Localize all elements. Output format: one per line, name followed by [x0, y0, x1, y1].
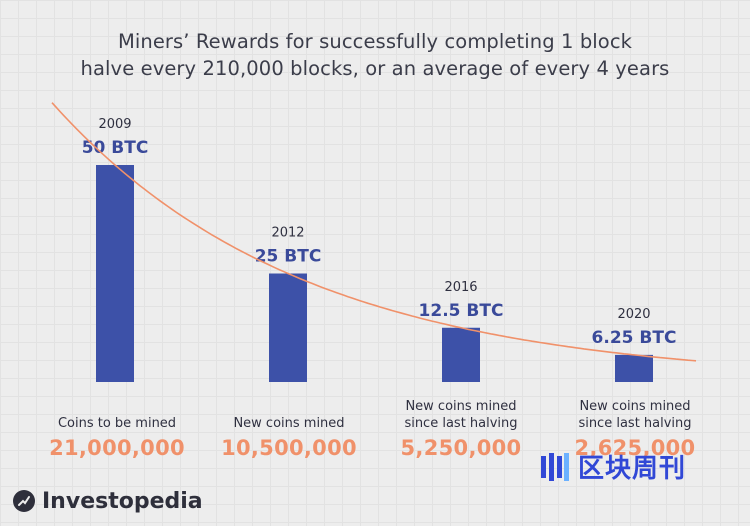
caption-label: New coins mined since last halving: [578, 399, 692, 431]
value-label-2012: 25 BTC: [255, 247, 322, 267]
caption-label: Coins to be mined: [57, 416, 177, 431]
year-label-2016: 2016: [444, 280, 477, 295]
chart-title-line2: halve every 210,000 blocks, or an averag…: [80, 57, 670, 80]
trend-line: [51, 102, 697, 362]
bar-2012: [269, 273, 307, 382]
watermark-icon: [541, 452, 569, 481]
caption-amount: 10,500,000: [221, 436, 357, 460]
year-label-2020: 2020: [617, 307, 650, 322]
investopedia-logo-icon: [13, 490, 35, 512]
caption-label: New coins mined since last halving: [404, 399, 518, 431]
caption-2016: New coins mined since last halving 5,250…: [386, 398, 536, 460]
investopedia-logo: Investopedia: [12, 486, 203, 516]
watermark: 区块周刊: [538, 448, 686, 485]
caption-2020: New coins mined since last halving 2,625…: [560, 398, 710, 460]
bar-2009: [96, 165, 134, 382]
value-label-2016: 12.5 BTC: [419, 301, 504, 321]
year-label-2009: 2009: [98, 117, 131, 132]
logo-text: Investopedia: [42, 488, 203, 514]
bar-2016: [442, 327, 480, 382]
year-label-2012: 2012: [271, 226, 304, 241]
bar-2020: [615, 354, 653, 382]
watermark-text: 区块周刊: [578, 454, 687, 484]
chart-title-line1: Miners’ Rewards for successfully complet…: [117, 30, 633, 53]
caption-amount: 5,250,000: [400, 436, 522, 460]
value-label-2020: 6.25 BTC: [592, 328, 677, 348]
caption-label: New coins mined: [233, 416, 345, 431]
value-label-2009: 50 BTC: [82, 138, 149, 158]
caption-2012: New coins mined 10,500,000: [214, 415, 364, 460]
caption-2009: Coins to be mined 21,000,000: [42, 415, 192, 460]
caption-amount: 2,625,000: [574, 436, 696, 460]
caption-amount: 21,000,000: [49, 436, 185, 460]
